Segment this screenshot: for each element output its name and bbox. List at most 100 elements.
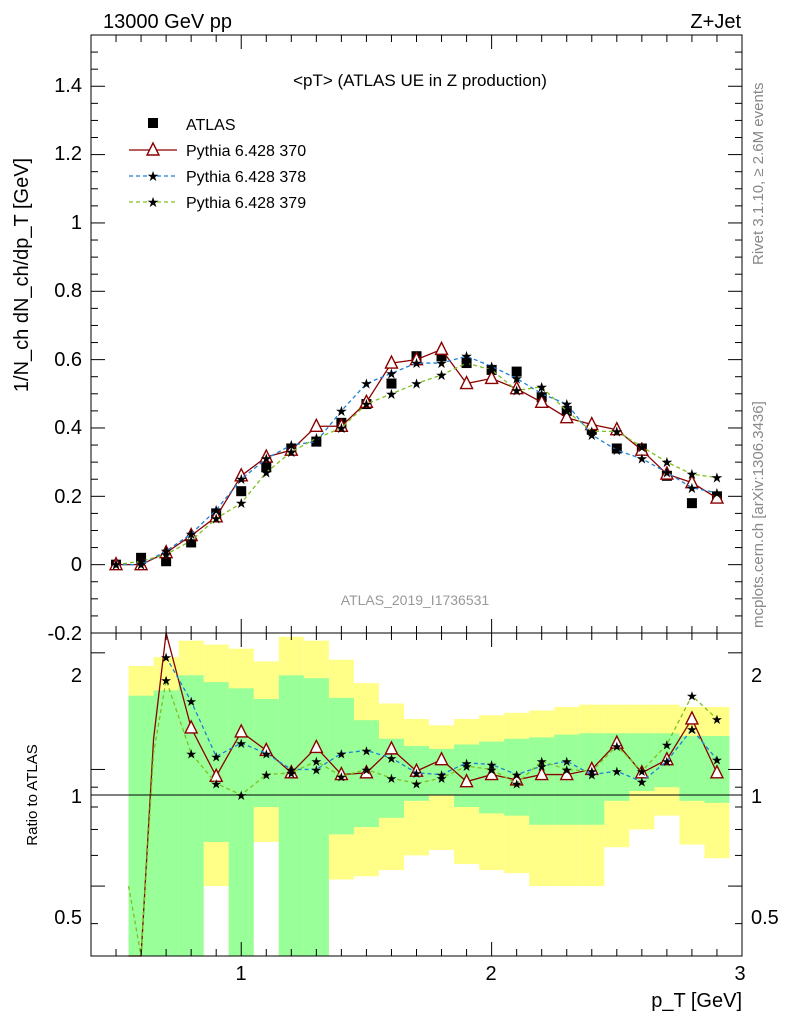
data-point-star: ★	[310, 434, 323, 450]
ratio-point-star: ★	[611, 764, 623, 779]
x-tick-label-2: 2	[485, 963, 496, 985]
data-point-star: ★	[711, 470, 724, 486]
data-point-370	[359, 393, 374, 409]
y-tick-label-12: 1.2	[54, 143, 82, 165]
data-point-atlas	[261, 462, 272, 473]
main-ticks	[91, 35, 743, 634]
ratio-point-star: ★	[260, 768, 272, 783]
ratio-point-star: ★	[311, 754, 323, 769]
legend-marker-370	[145, 141, 161, 156]
ratio-point-star: ★	[386, 771, 398, 786]
y-tick-label-04: 0.4	[54, 417, 82, 439]
data-point-star: ★	[485, 358, 498, 374]
ratio-point-star: ★	[711, 753, 723, 768]
data-point-star: ★	[585, 427, 598, 443]
ratio-point-370	[509, 771, 524, 786]
ratio-point-star: ★	[210, 750, 222, 765]
data-point-star: ★	[535, 379, 548, 395]
data-point-star: ★	[410, 376, 423, 392]
ratio-point-370	[534, 766, 549, 781]
main-y-tick-labels: 0 0.2 0.4 0.6 0.8 1 1.2 1.4 -0.2	[48, 75, 82, 645]
ratio-tick-label-1-right: 1	[751, 786, 762, 808]
data-point-star: ★	[410, 355, 423, 371]
data-point-star: ★	[711, 485, 724, 501]
legend-marker-379: ★	[147, 194, 160, 210]
ratio-point-star: ★	[461, 759, 473, 774]
ratio-ticks	[91, 633, 743, 956]
data-point-star: ★	[185, 526, 198, 542]
ratio-point-370	[584, 760, 599, 776]
data-point-370	[409, 351, 424, 366]
data-point-star: ★	[510, 370, 523, 386]
data-point-star: ★	[235, 495, 248, 511]
y-tick-label-06: 0.6	[54, 349, 82, 371]
ratio-point-370	[209, 767, 224, 783]
data-point-star: ★	[110, 557, 123, 573]
ratio-point-star: ★	[361, 762, 373, 777]
data-point-370	[234, 467, 249, 482]
data-point-atlas	[511, 366, 522, 377]
data-point-370	[684, 474, 700, 489]
ratio-point-star: ★	[361, 743, 373, 758]
data-point-star: ★	[385, 365, 398, 381]
data-point-star: ★	[135, 553, 148, 569]
ratio-point-370	[609, 734, 624, 749]
ratio-tick-label-1: 1	[71, 786, 82, 808]
ratio-point-star: ★	[411, 776, 423, 791]
ratio-point-370	[409, 762, 424, 777]
ratio-tick-label-2: 2	[71, 665, 82, 687]
ratio-point-star: ★	[486, 762, 498, 777]
ratio-point-star: ★	[185, 746, 197, 761]
ratio-band-inner	[178, 675, 204, 956]
data-point-370	[484, 369, 499, 385]
ratio-point-370	[484, 766, 499, 781]
ratio-point-star: ★	[661, 737, 673, 752]
legend-marker-378: ★	[147, 168, 160, 184]
data-point-star: ★	[335, 403, 348, 419]
ratio-line-2	[127, 679, 718, 957]
ratio-point-370	[234, 723, 249, 738]
ratio-point-star: ★	[661, 754, 673, 769]
analysis-id: ATLAS_2019_I1736531	[341, 592, 490, 608]
data-point-star: ★	[210, 502, 223, 518]
data-point-star: ★	[460, 348, 473, 364]
ratio-point-star: ★	[561, 754, 573, 769]
data-point-370	[158, 544, 174, 559]
ratio-point-star: ★	[686, 722, 698, 737]
ratio-point-star: ★	[260, 746, 272, 761]
ratio-point-star: ★	[411, 766, 423, 781]
ratio-point-star: ★	[436, 771, 448, 786]
ratio-point-star: ★	[386, 751, 398, 766]
data-point-star: ★	[310, 430, 323, 446]
data-point-370	[559, 409, 574, 424]
data-point-atlas	[686, 498, 697, 509]
x-axis-label: p_T [GeV]	[651, 990, 742, 1012]
ratio-band-inner	[153, 690, 179, 956]
ratio-point-star: ★	[336, 746, 348, 761]
data-point-star: ★	[185, 533, 198, 549]
data-point-atlas	[386, 378, 397, 389]
ratio-point-star: ★	[336, 769, 348, 784]
ratio-point-star: ★	[311, 762, 323, 777]
header-left: 13000 GeV pp	[103, 11, 232, 33]
data-point-370	[534, 393, 549, 409]
ratio-point-star: ★	[185, 694, 197, 709]
series-line-3	[115, 362, 718, 566]
ratio-point-star: ★	[636, 775, 648, 790]
data-point-star: ★	[160, 546, 173, 562]
data-point-star: ★	[210, 511, 223, 527]
ratio-point-star: ★	[511, 768, 523, 783]
ratio-band-inner	[679, 735, 705, 801]
data-point-370	[309, 417, 324, 432]
ratio-point-370	[709, 764, 725, 779]
ratio-tick-label-2-right: 2	[751, 665, 762, 687]
ratio-bands	[128, 636, 730, 956]
data-point-star: ★	[560, 403, 573, 419]
data-point-star: ★	[360, 396, 373, 412]
data-point-370	[609, 421, 624, 436]
data-point-star: ★	[160, 543, 173, 559]
y-tick-label-02: 0.2	[54, 486, 82, 508]
data-point-370	[209, 508, 224, 523]
rivet-label: Rivet 3.1.10, ≥ 2.6M events	[750, 83, 767, 266]
data-point-star: ★	[435, 367, 448, 383]
